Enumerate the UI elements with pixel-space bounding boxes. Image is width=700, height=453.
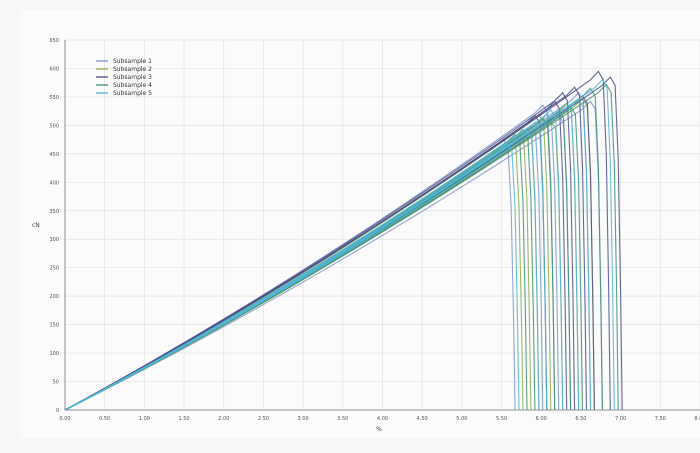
grid	[64, 39, 700, 411]
series-line	[64, 108, 564, 411]
x-tick-label: 0.50	[99, 416, 110, 422]
x-tick-label: 4.50	[417, 416, 428, 422]
y-tick-label: 0	[56, 408, 59, 414]
x-tick-label: 6.50	[575, 416, 586, 422]
series-line	[64, 104, 556, 411]
x-tick-label: 6.00	[536, 416, 547, 422]
y-tick-labels: 0 50 100 150 200 250 300 350 400 450 500 550 600 650	[49, 38, 59, 414]
y-tick-label: 300	[49, 237, 59, 243]
y-tick-label: 500	[49, 123, 59, 129]
y-tick-label: 450	[49, 152, 59, 158]
y-tick-label: 600	[49, 66, 59, 72]
plot-area	[64, 70, 623, 411]
x-tick-label: 7.50	[655, 416, 666, 422]
axes	[64, 40, 700, 411]
x-tick-label: 8.00	[694, 416, 700, 422]
series-line	[64, 114, 548, 411]
y-tick-label: 400	[49, 180, 59, 186]
x-tick-label: 1.50	[178, 416, 189, 422]
legend-entry: Subsample 5	[113, 90, 152, 97]
x-tick-label: 4.00	[377, 416, 388, 422]
tensile-chart: 0.00 0.50 1.00 1.50 2.00 2.50 3.00 3.50 4.00 4.50…	[32, 38, 700, 433]
x-tick-label: 3.50	[337, 416, 348, 422]
x-tick-label: 2.00	[218, 416, 229, 422]
chart-panel: 0.00 0.50 1.00 1.50 2.00 2.50 3.00 3.50 4.00 4.50…	[20, 10, 700, 438]
y-tick-label: 200	[49, 294, 59, 300]
y-tick-label: 100	[49, 351, 59, 357]
series-line	[64, 130, 540, 411]
series-line	[64, 121, 548, 411]
x-tick-label: 1.00	[139, 416, 150, 422]
series-line	[64, 100, 603, 411]
x-tick-label: 2.50	[258, 416, 269, 422]
series-5	[64, 78, 615, 411]
x-axis-label: %	[376, 426, 382, 433]
x-tick-label: 5.50	[496, 416, 507, 422]
x-tick-label: 5.00	[456, 416, 467, 422]
legend-entry: Subsample 4	[113, 82, 152, 89]
y-tick-label: 250	[49, 266, 59, 272]
x-tick-labels: 0.00 0.50 1.00 1.50 2.00 2.50 3.00 3.50 4.00 4.50…	[59, 416, 700, 422]
y-axis-label: cN	[32, 222, 40, 229]
series-line	[64, 91, 576, 411]
y-tick-label: 550	[49, 95, 59, 101]
y-tick-label: 150	[49, 323, 59, 329]
legend-entry: Subsample 1	[113, 58, 152, 65]
legend-entry: Subsample 2	[113, 66, 152, 73]
legend-entry: Subsample 3	[113, 74, 152, 81]
y-tick-label: 350	[49, 209, 59, 215]
x-tick-label: 7.00	[615, 416, 626, 422]
y-tick-label: 50	[53, 380, 59, 386]
x-tick-label: 0.00	[59, 416, 70, 422]
y-tick-label: 650	[49, 38, 59, 44]
x-tick-label: 3.00	[298, 416, 309, 422]
